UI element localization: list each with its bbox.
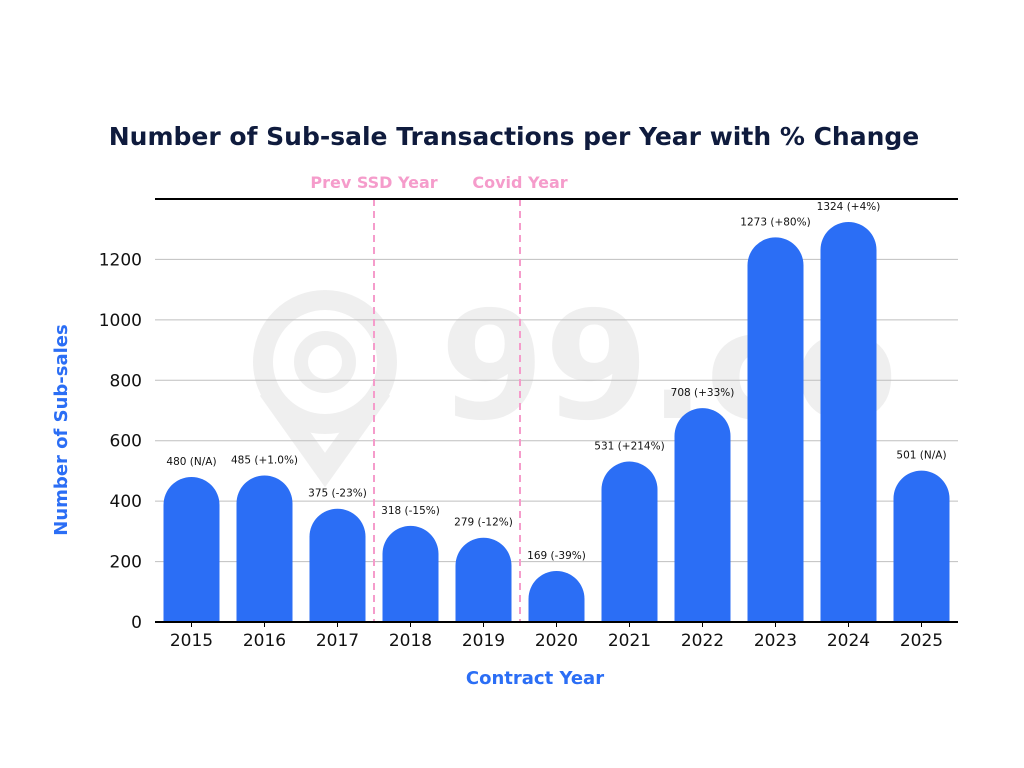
data-label: 169 (-39%) xyxy=(527,550,586,562)
y-tick-label: 600 xyxy=(110,432,142,452)
bar-2025 xyxy=(893,470,950,622)
x-tick-label: 2022 xyxy=(681,631,724,651)
data-labels: 480 (N/A) 485 (+1.0%) 375 (-23%) 318 (-15%)… xyxy=(166,201,946,562)
x-tick-label: 2025 xyxy=(900,631,943,651)
x-tick-label: 2016 xyxy=(243,631,286,651)
chart-title: Number of Sub-sale Transactions per Year… xyxy=(109,122,920,151)
annotations: Prev SSD Year Covid Year xyxy=(310,173,568,622)
bars xyxy=(163,221,950,622)
y-tick-label: 400 xyxy=(110,492,142,512)
y-tick-label: 200 xyxy=(110,553,142,573)
x-tick-label: 2020 xyxy=(535,631,578,651)
bar-2021 xyxy=(601,461,658,622)
data-label: 318 (-15%) xyxy=(381,505,440,517)
bar-2019 xyxy=(455,537,512,622)
data-label: 531 (+214%) xyxy=(594,441,664,453)
bar-2017 xyxy=(309,508,366,622)
annotation-label: Covid Year xyxy=(472,173,567,192)
x-tick-label: 2018 xyxy=(389,631,432,651)
data-label: 375 (-23%) xyxy=(308,488,367,500)
x-tick-label: 2023 xyxy=(754,631,797,651)
data-label: 279 (-12%) xyxy=(454,517,513,529)
x-tick-label: 2017 xyxy=(316,631,359,651)
data-label: 1324 (+4%) xyxy=(817,201,881,213)
data-label: 480 (N/A) xyxy=(166,456,216,468)
bar-2016 xyxy=(236,475,293,622)
x-tick-label: 2024 xyxy=(827,631,870,651)
bar-2015 xyxy=(163,476,220,622)
bar-2022 xyxy=(674,408,731,622)
y-tick-label: 0 xyxy=(131,613,142,633)
y-tick-label: 1200 xyxy=(99,250,142,270)
data-label: 501 (N/A) xyxy=(896,450,946,462)
data-label: 708 (+33%) xyxy=(671,387,735,399)
axes: 0 200 400 600 800 1000 1200 2015 2016 2017 2018 201… xyxy=(99,198,958,651)
data-label: 485 (+1.0%) xyxy=(231,454,298,466)
y-tick-label: 800 xyxy=(110,371,142,391)
bar-2018 xyxy=(382,525,439,622)
location-pin-icon xyxy=(253,290,397,488)
bar-2023 xyxy=(747,237,804,622)
y-axis-label: Number of Sub-sales xyxy=(51,324,72,535)
x-tick-label: 2019 xyxy=(462,631,505,651)
annotation-label: Prev SSD Year xyxy=(310,173,437,192)
data-label: 1273 (+80%) xyxy=(740,216,810,228)
x-tick-label: 2021 xyxy=(608,631,651,651)
y-tick-label: 1000 xyxy=(99,311,142,331)
bar-2024 xyxy=(820,221,877,622)
bar-2020 xyxy=(528,570,585,622)
x-axis-label: Contract Year xyxy=(466,668,604,689)
x-tick-label: 2015 xyxy=(170,631,213,651)
